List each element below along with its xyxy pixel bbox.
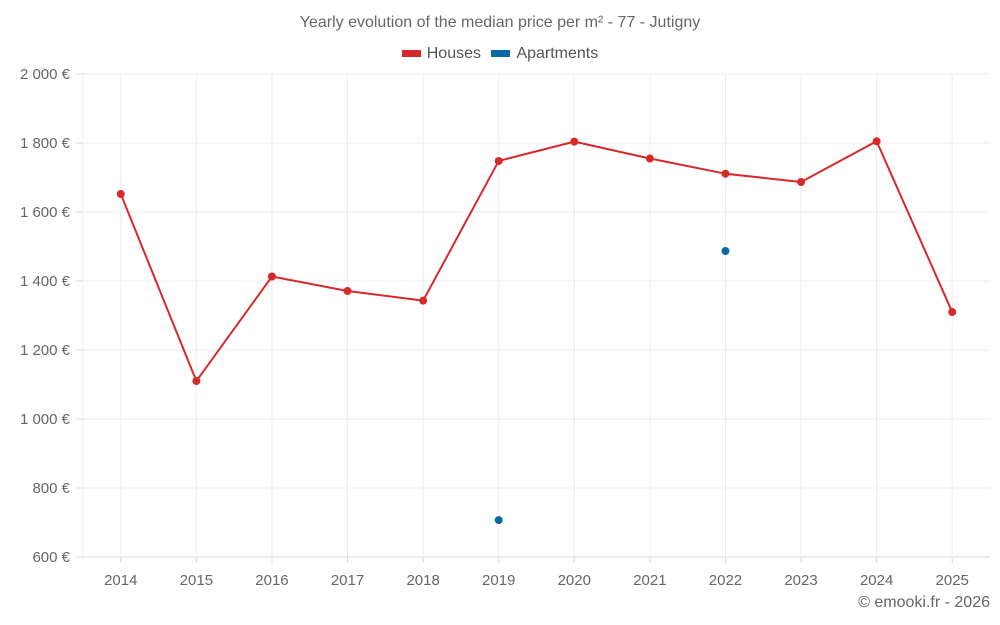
houses-data-point[interactable]	[645, 154, 654, 163]
legend-label-apartments: Apartments	[516, 44, 599, 62]
y-tick-label: 600 €	[32, 549, 70, 566]
apartments-data-point[interactable]	[721, 246, 730, 255]
legend-item-apartments[interactable]: Apartments	[491, 45, 598, 63]
houses-data-point[interactable]	[494, 156, 503, 165]
x-tick-label: 2017	[331, 572, 364, 589]
x-tick-label: 2020	[558, 572, 591, 589]
x-tick-label: 2014	[104, 572, 137, 589]
houses-data-point[interactable]	[570, 137, 579, 146]
copyright-credit: © emooki.fr - 2026	[858, 594, 990, 611]
y-tick-label: 1 200 €	[20, 342, 71, 359]
houses-line	[119, 140, 954, 383]
houses-data-point[interactable]	[343, 287, 352, 296]
x-tick-label: 2019	[482, 572, 515, 589]
chart-legend: Houses Apartments	[0, 44, 1000, 63]
y-tick-label: 1 400 €	[20, 273, 71, 290]
x-tick-label: 2021	[633, 572, 666, 589]
legend-label-houses: Houses	[426, 44, 481, 62]
y-tick-label: 800 €	[32, 480, 70, 497]
apartments-data-point[interactable]	[494, 516, 503, 525]
apartments-swatch-icon	[491, 50, 511, 57]
chart-title: Yearly evolution of the median price per…	[299, 14, 701, 31]
x-tick-label: 2015	[180, 572, 213, 589]
y-tick-label: 1 000 €	[20, 411, 71, 428]
y-tick-label: 1 800 €	[20, 135, 71, 152]
houses-data-point[interactable]	[267, 272, 276, 281]
legend-item-houses[interactable]: Houses	[401, 44, 481, 63]
houses-data-point[interactable]	[797, 177, 806, 186]
houses-swatch-icon	[401, 50, 421, 57]
y-tick-label: 2 000 €	[20, 66, 71, 83]
y-axis: 600 € 800 € 1 000 € 1 200 € 1 400 € 1 600 € 1 …	[20, 66, 71, 566]
x-tick-label: 2025	[936, 572, 969, 589]
houses-data-point[interactable]	[419, 296, 428, 305]
houses-data-point[interactable]	[948, 308, 957, 317]
x-tick-label: 2022	[709, 572, 742, 589]
x-tick-label: 2023	[784, 572, 817, 589]
x-axis: 2014 2015 2016 2017 2018 2019 2020 2021 2022 2023…	[104, 572, 969, 589]
x-tick-label: 2016	[255, 572, 288, 589]
houses-data-point[interactable]	[721, 169, 730, 178]
y-tick-label: 1 600 €	[20, 204, 71, 221]
data-series	[116, 137, 957, 525]
houses-data-point[interactable]	[116, 190, 125, 199]
grid-lines	[76, 73, 990, 563]
x-tick-label: 2018	[406, 572, 439, 589]
x-tick-label: 2024	[860, 572, 893, 589]
houses-data-point[interactable]	[192, 377, 201, 386]
houses-data-point[interactable]	[872, 137, 881, 146]
